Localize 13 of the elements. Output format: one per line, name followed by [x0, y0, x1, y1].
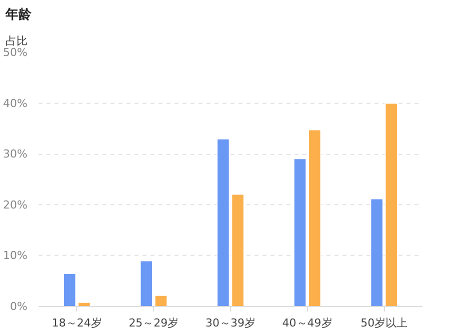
y-axis-title: 占比 [6, 34, 28, 48]
chart-title: 年龄 [4, 8, 32, 22]
x-tick-label: 18～24岁 [52, 316, 102, 330]
y-tick-label: 40% [3, 96, 28, 110]
x-tick-label: 25～29岁 [128, 316, 179, 330]
y-tick-label: 10% [3, 249, 28, 262]
x-tick-label: 50岁以上 [360, 316, 408, 330]
x-tick-label: 30～39岁 [206, 316, 256, 330]
y-tick-label: 50% [3, 46, 28, 59]
y-tick-label: 30% [3, 148, 28, 161]
y-tick-label: 20% [3, 198, 28, 212]
y-tick-label: 0% [10, 300, 28, 313]
x-tick-label: 40～49岁 [282, 316, 332, 330]
